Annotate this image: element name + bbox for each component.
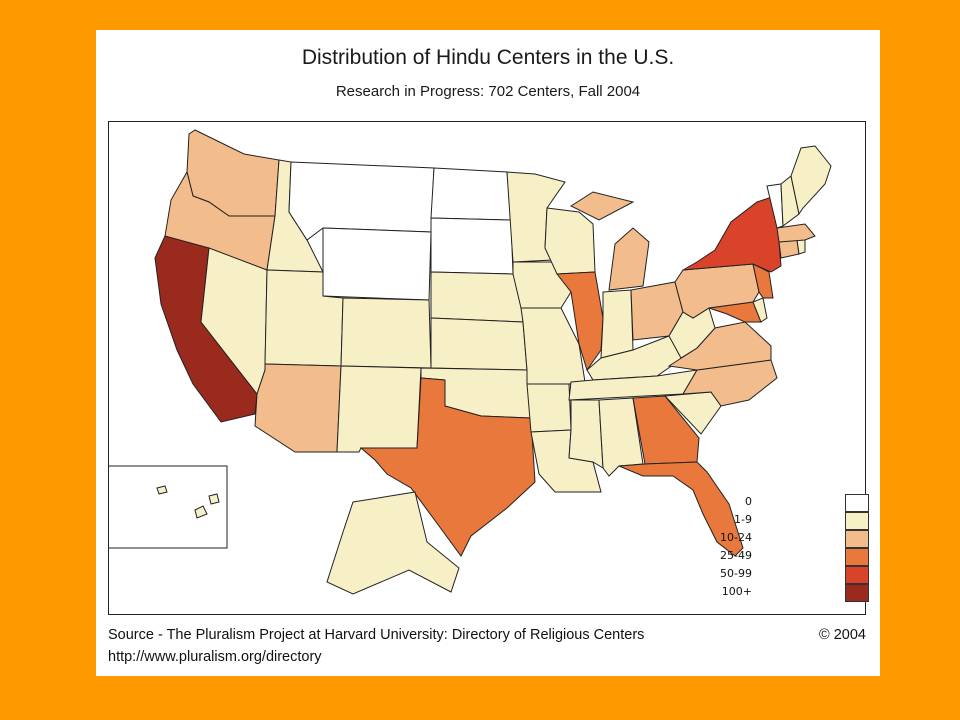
slide: Distribution of Hindu Centers in the U.S…	[96, 30, 880, 676]
state-IN	[600, 289, 634, 359]
state-DE	[752, 297, 768, 323]
state-SD	[430, 217, 514, 275]
legend-swatch	[845, 566, 869, 584]
state-MA	[776, 223, 816, 243]
inset-frame	[109, 465, 228, 549]
legend-swatch	[845, 548, 869, 566]
source-text: Source - The Pluralism Project at Harvar…	[108, 627, 645, 643]
state-TX	[359, 377, 536, 557]
state-CO	[340, 297, 432, 369]
state-CT	[778, 239, 800, 259]
state-IL	[556, 271, 604, 372]
map-subtitle: Research in Progress: 702 Centers, Fall …	[335, 83, 641, 100]
legend-label: 0	[745, 495, 752, 508]
legend-label: 10-24	[720, 531, 752, 544]
state-RI	[796, 239, 806, 255]
state-MT	[288, 161, 435, 241]
state-WY	[322, 227, 432, 301]
legend-swatch	[845, 494, 869, 512]
legend-swatch	[845, 530, 869, 548]
state-AR	[526, 383, 572, 433]
state-AK	[326, 491, 460, 595]
copyright-text: © 2004	[819, 627, 866, 643]
state-AZ	[254, 363, 342, 453]
map-frame: 0 1-9 10-24 25-49 50-99 100+	[108, 121, 869, 615]
state-KS	[430, 317, 528, 371]
us-map	[109, 129, 832, 595]
state-ND	[430, 167, 512, 221]
legend-label: 25-49	[720, 549, 752, 562]
legend-swatch	[845, 584, 869, 602]
state-NJ	[752, 263, 774, 299]
legend-label: 1-9	[734, 513, 752, 526]
legend-swatch	[845, 512, 869, 530]
state-NE	[430, 271, 524, 323]
legend-label: 100+	[721, 585, 752, 598]
state-MS	[568, 399, 604, 469]
state-NY	[682, 195, 782, 273]
legend-label: 50-99	[720, 567, 752, 580]
state-WI	[544, 207, 596, 275]
source-url[interactable]: http://www.pluralism.org/directory	[108, 649, 322, 665]
state-NM	[336, 365, 422, 453]
state-HI	[156, 485, 220, 519]
state-MI	[569, 191, 650, 291]
state-GA	[632, 395, 700, 465]
map-title: Distribution of Hindu Centers in the U.S…	[301, 46, 675, 69]
state-FL	[618, 461, 744, 557]
state-ME	[790, 145, 832, 216]
